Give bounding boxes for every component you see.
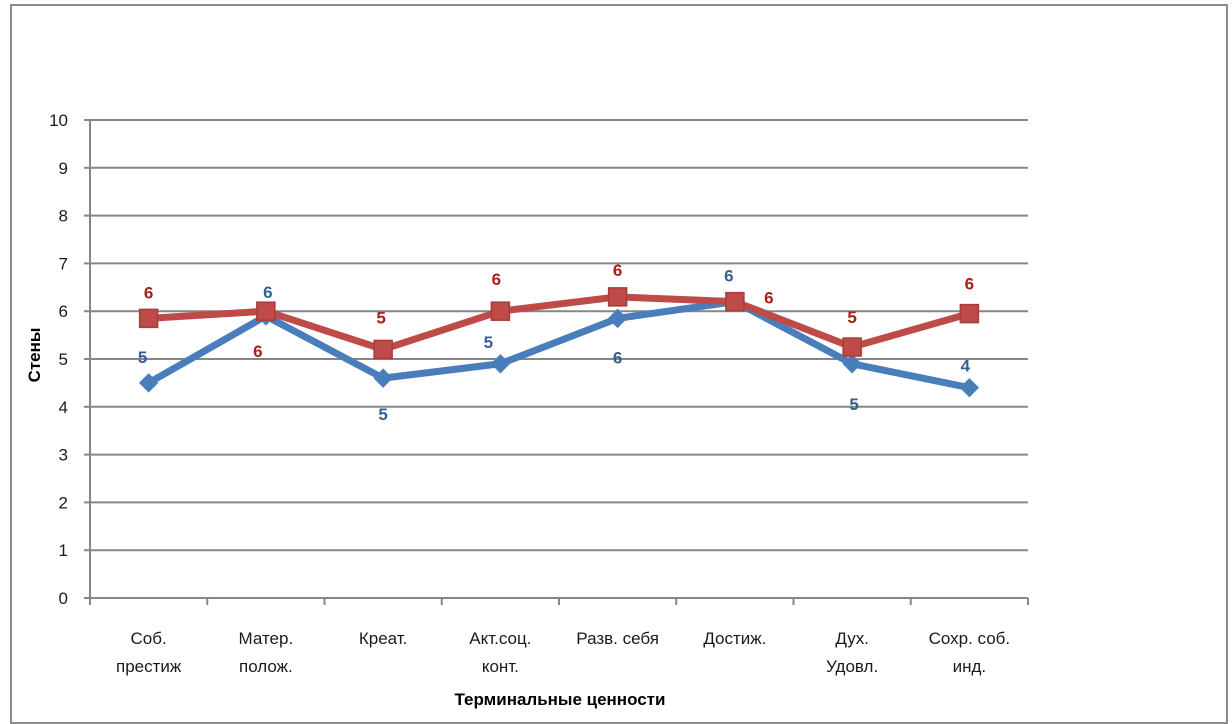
x-tick-label: Соб. престиж: [116, 629, 182, 676]
x-tick-label: Дух. Удовл.: [826, 629, 878, 676]
x-tick-label: Акт.соц. конт.: [469, 629, 531, 676]
data-label: 4: [961, 357, 971, 376]
data-label: 5: [138, 348, 147, 367]
data-point-marker: [490, 301, 511, 321]
x-axis-title: Терминальные ценности: [455, 690, 666, 709]
data-label: 5: [484, 333, 493, 352]
y-tick-label: 4: [59, 398, 68, 417]
data-point-marker: [138, 308, 159, 329]
data-point-marker: [959, 377, 980, 398]
gridlines: [90, 119, 1028, 552]
data-point-marker: [725, 291, 745, 312]
data-point-marker: [607, 308, 628, 329]
data-label: 6: [724, 267, 733, 286]
data-labels: 5 6 5 5 6 6 5 4 6 6 5 6 6 6 5 6: [138, 261, 974, 424]
x-tick-label: Креат.: [359, 629, 408, 648]
data-label: 5: [378, 405, 387, 424]
data-point-marker: [256, 301, 276, 321]
data-label: 6: [144, 283, 153, 302]
data-point-marker: [490, 354, 511, 374]
data-label: 6: [253, 342, 262, 361]
data-label: 5: [847, 308, 856, 327]
x-tick-label: Сохр. соб. инд.: [929, 629, 1011, 676]
data-label: 6: [613, 348, 622, 367]
y-tick-label: 6: [59, 302, 68, 321]
y-tick-label: 3: [59, 446, 68, 465]
x-tick-label: Достиж.: [703, 629, 766, 648]
y-tick-label: 7: [59, 254, 68, 273]
data-point-marker: [373, 368, 393, 388]
x-tick-label: Матер. полож.: [239, 629, 294, 676]
x-tick-label: Разв. себя: [576, 629, 659, 648]
data-label: 6: [613, 261, 622, 280]
data-label: 6: [965, 275, 974, 294]
data-label: 6: [764, 289, 773, 308]
y-tick-label: 1: [59, 541, 68, 560]
series-line: [146, 298, 971, 392]
axes: [84, 119, 1029, 605]
data-point-marker: [842, 354, 862, 374]
y-tick-label: 0: [59, 589, 68, 608]
data-label: 6: [492, 270, 501, 289]
data-point-marker: [373, 339, 393, 360]
y-axis-title: Стены: [25, 328, 44, 383]
data-label: 5: [849, 395, 858, 414]
y-tick-label: 8: [59, 207, 68, 226]
data-label: 5: [376, 308, 385, 327]
series-layer: [138, 287, 980, 398]
data-point-marker: [138, 373, 159, 393]
y-tick-labels: 0 1 2 3 4 5 6 7 8 9 10: [49, 111, 68, 608]
data-label: 6: [263, 283, 272, 302]
data-point-marker: [607, 287, 628, 307]
data-point-marker: [959, 303, 980, 324]
y-tick-label: 2: [59, 493, 68, 512]
data-point-marker: [842, 337, 862, 357]
y-tick-label: 9: [59, 159, 68, 178]
series-line: [148, 293, 971, 353]
x-category-labels: Соб. престиж Матер. полож. Креат. Акт.соц. кон…: [116, 629, 1010, 676]
y-tick-label: 5: [59, 350, 68, 369]
y-tick-label: 10: [49, 111, 68, 130]
chart-frame: [10, 4, 1228, 724]
